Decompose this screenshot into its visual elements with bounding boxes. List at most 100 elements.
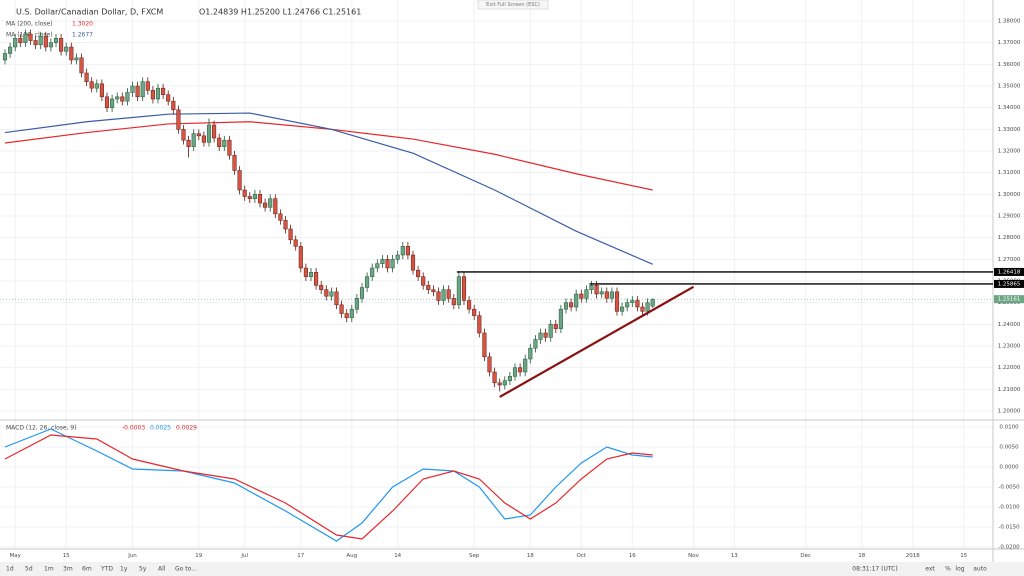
candle-body bbox=[436, 291, 441, 301]
y-tick-label: 1.32000 bbox=[998, 149, 1021, 155]
macd-tick-label: 0.0100 bbox=[999, 425, 1019, 431]
y-tick-label: 1.23000 bbox=[998, 344, 1021, 350]
macd-tick-label: -0.0150 bbox=[998, 525, 1020, 531]
candle-body bbox=[523, 358, 528, 373]
candle-body bbox=[8, 46, 13, 54]
candle-body bbox=[288, 228, 293, 241]
candle-body bbox=[359, 287, 365, 299]
toolbar-button[interactable]: 6m bbox=[82, 566, 92, 573]
candle-body bbox=[569, 302, 574, 308]
toolbar-button[interactable]: 1d bbox=[6, 566, 14, 573]
price-tag-label: 1.25161 bbox=[998, 297, 1021, 303]
candle-body bbox=[125, 92, 130, 102]
candle-body bbox=[614, 291, 620, 312]
candle-body bbox=[191, 133, 196, 147]
toolbar-button[interactable]: All bbox=[158, 566, 166, 573]
price-tag-label: 1.25865 bbox=[998, 281, 1021, 287]
y-tick-label: 1.24000 bbox=[998, 322, 1021, 328]
x-tick-label: May bbox=[10, 553, 22, 559]
candle-body bbox=[319, 285, 324, 290]
candle-body bbox=[171, 100, 176, 111]
x-tick-label: Nov bbox=[688, 553, 699, 559]
candle-body bbox=[507, 376, 512, 381]
candle-body bbox=[69, 46, 74, 61]
toolbar-button[interactable]: 1m bbox=[44, 566, 54, 573]
candle-body bbox=[492, 371, 497, 384]
x-tick-label: 18 bbox=[858, 553, 865, 559]
macd-value: -0.0003 bbox=[122, 425, 145, 432]
candle-body bbox=[329, 291, 334, 297]
y-tick-label: 1.27000 bbox=[998, 257, 1021, 263]
ma-line bbox=[4, 112, 653, 265]
candle-body bbox=[18, 38, 23, 43]
candle-body bbox=[150, 90, 155, 100]
toolbar-toggle[interactable]: % bbox=[945, 566, 951, 573]
ma-value: 1.3020 bbox=[72, 21, 93, 28]
toolbar-toggle[interactable]: ext bbox=[925, 566, 935, 573]
trend-line bbox=[499, 285, 695, 398]
toolbar-toggle[interactable]: log bbox=[955, 566, 964, 573]
candle-body bbox=[339, 304, 344, 314]
macd-line bbox=[4, 434, 653, 540]
y-tick-label: 1.34000 bbox=[998, 105, 1021, 111]
price-tag bbox=[994, 267, 1024, 276]
candle-body bbox=[263, 202, 268, 208]
candle-body bbox=[145, 81, 150, 91]
candle-body bbox=[390, 259, 395, 269]
candle-body bbox=[201, 135, 206, 143]
y-tick-label: 1.30000 bbox=[998, 192, 1021, 198]
y-tick-label: 1.38000 bbox=[998, 19, 1021, 25]
ma-value: 1.2677 bbox=[72, 32, 93, 39]
candle-body bbox=[247, 196, 252, 199]
title: U.S. Dollar/Canadian Dollar, D, FXCM bbox=[16, 8, 163, 17]
candle-body bbox=[548, 324, 553, 338]
candle-body bbox=[74, 57, 79, 61]
candle-body bbox=[115, 96, 120, 100]
y-tick-label: 1.31000 bbox=[998, 170, 1021, 176]
candle-body bbox=[84, 72, 89, 82]
exit-button[interactable] bbox=[477, 0, 549, 10]
x-tick-label: 15 bbox=[960, 553, 967, 559]
toolbar-button[interactable]: 5y bbox=[139, 566, 147, 573]
candle-body bbox=[23, 33, 28, 43]
y-tick-label: 1.22000 bbox=[998, 365, 1021, 371]
candle-body bbox=[2, 53, 8, 61]
candle-body bbox=[431, 289, 436, 293]
candle-body bbox=[79, 57, 84, 74]
candle-body bbox=[533, 339, 538, 349]
candle-body bbox=[620, 306, 625, 312]
candle-body bbox=[298, 246, 303, 269]
y-tick-label: 1.29000 bbox=[998, 214, 1021, 220]
candle-body bbox=[59, 38, 64, 52]
toolbar-button[interactable]: Go to... bbox=[175, 566, 197, 573]
candle-body bbox=[553, 324, 558, 329]
candle-body bbox=[212, 124, 217, 139]
y-tick-label: 1.36000 bbox=[998, 62, 1021, 68]
toolbar-toggle[interactable]: auto bbox=[973, 566, 987, 573]
x-tick-label: Dec bbox=[800, 553, 811, 559]
candle-body bbox=[293, 239, 298, 247]
macd-tick-label: 0.0000 bbox=[999, 465, 1019, 471]
candle-body bbox=[543, 332, 548, 338]
y-tick-label: 1.20000 bbox=[998, 409, 1021, 415]
candle-body bbox=[222, 139, 227, 147]
x-tick-label: Sep bbox=[469, 553, 480, 559]
macd-legend: MACD (12, 26, close, 9) bbox=[6, 425, 77, 432]
macd-tick-label: -0.0100 bbox=[998, 505, 1020, 511]
clock: 08:31:17 (UTC) bbox=[852, 566, 897, 573]
candle-body bbox=[206, 124, 212, 143]
candle-body bbox=[640, 306, 645, 312]
x-tick-label: Aug bbox=[346, 553, 357, 559]
toolbar-button[interactable]: 1y bbox=[120, 566, 128, 573]
candle-body bbox=[53, 38, 59, 43]
toolbar-button[interactable]: YTD bbox=[100, 566, 113, 573]
candle-body bbox=[89, 81, 94, 89]
candle-body bbox=[441, 289, 446, 301]
candle-body bbox=[410, 254, 416, 271]
toolbar-button[interactable]: 3m bbox=[63, 566, 73, 573]
candle-body bbox=[161, 87, 166, 95]
exit-text[interactable]: Exit Full Screen (ESC) bbox=[486, 2, 540, 8]
toolbar-button[interactable]: 5d bbox=[25, 566, 33, 573]
candle-body bbox=[416, 269, 421, 277]
